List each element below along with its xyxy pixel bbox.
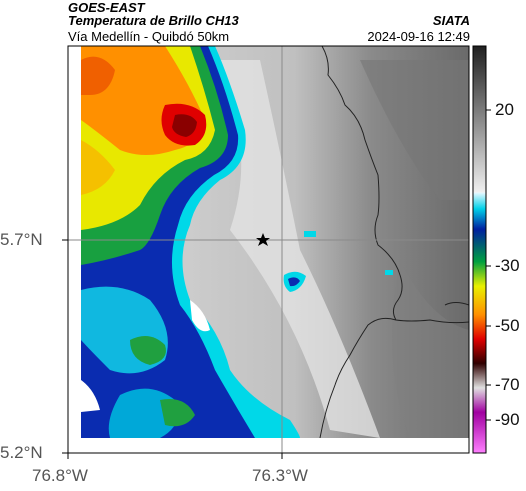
- colorbar-label: -90: [495, 410, 520, 429]
- agency-label: SIATA: [432, 13, 470, 28]
- region-subtitle: Vía Medellín - Quibdó 50km: [68, 29, 230, 44]
- colorbar-label: -30: [495, 256, 520, 275]
- lat-label-5-2: 5.2°N: [0, 443, 43, 462]
- product-title: Temperatura de Brillo CH13: [68, 13, 239, 28]
- lat-label-5-7: 5.7°N: [0, 230, 43, 249]
- colorbar-label: -70: [495, 375, 520, 394]
- imagery-layer: [81, 46, 469, 438]
- lon-label-76-8: 76.8°W: [32, 466, 88, 485]
- colorbar: [472, 45, 487, 454]
- colorbar-label: -50: [495, 316, 520, 335]
- map-border: [67, 45, 470, 454]
- lon-label-76-3: 76.3°W: [252, 466, 308, 485]
- timestamp: 2024-09-16 12:49: [367, 29, 470, 44]
- colorbar-label: 20: [495, 100, 514, 119]
- location-marker-icon: [256, 233, 270, 246]
- satellite-source: GOES-EAST: [68, 0, 145, 15]
